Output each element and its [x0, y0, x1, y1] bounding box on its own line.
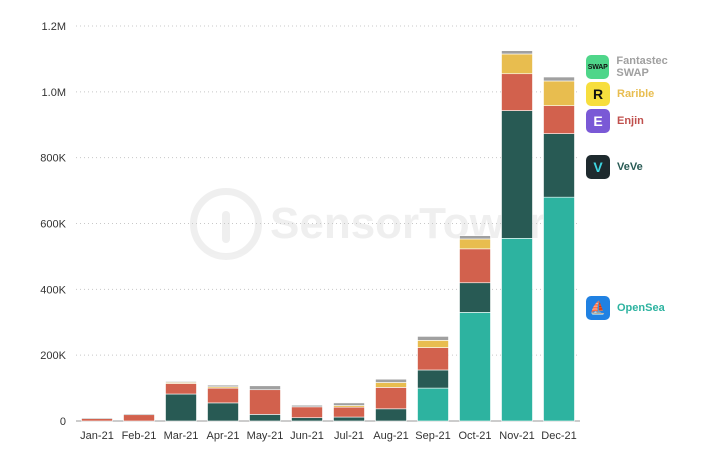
y-tick-label: 200K [40, 350, 66, 362]
bar-veve-sep-21 [417, 369, 449, 389]
x-tick-label: Mar-21 [164, 430, 199, 442]
bar-veve-aug-21 [375, 408, 407, 422]
bar-fantastec-swap-jan-21 [81, 417, 113, 420]
bar-fantastec-swap-jun-21 [291, 404, 323, 408]
bar-veve-nov-21 [501, 110, 533, 239]
bar-enjin-nov-21 [501, 73, 533, 111]
legend-item-veve[interactable]: V VeVe [586, 154, 643, 180]
x-tick-label: Jun-21 [290, 430, 324, 442]
bar-fantastec-swap-feb-21 [123, 413, 155, 416]
bar-rarible-sep-21 [417, 340, 449, 348]
bar-enjin-jul-21 [333, 406, 365, 418]
x-tick-label: Feb-21 [122, 430, 157, 442]
bar-enjin-aug-21 [375, 387, 407, 410]
bar-fantastec-swap-may-21 [249, 385, 281, 391]
x-tick-label: Aug-21 [373, 430, 408, 442]
bar-fantastec-swap-jul-21 [333, 402, 365, 406]
bar-opensea-oct-21 [459, 312, 491, 422]
x-tick-label: Sep-21 [415, 430, 450, 442]
x-tick-label: May-21 [247, 430, 284, 442]
y-tick-label: 1.2M [42, 21, 66, 33]
legend-label-rarible: Rarible [617, 88, 655, 100]
bar-fantastec-swap-mar-21 [165, 381, 197, 383]
bar-rarible-aug-21 [375, 382, 407, 388]
bar-veve-mar-21 [165, 393, 197, 422]
x-tick-label: Oct-21 [458, 430, 491, 442]
bar-enjin-dec-21 [543, 105, 575, 134]
bar-fantastec-swap-nov-21 [501, 50, 533, 55]
bar-enjin-mar-21 [165, 383, 197, 395]
bar-fantastec-swap-oct-21 [459, 235, 491, 240]
legend-item-enjin[interactable]: E Enjin [586, 108, 644, 134]
bar-fantastec-swap-dec-21 [543, 76, 575, 82]
bar-veve-oct-21 [459, 282, 491, 313]
bar-veve-jun-21 [291, 417, 323, 422]
legend-label-fantastec-swap: Fantastec SWAP [616, 55, 668, 79]
y-tick-label: 0 [60, 416, 66, 428]
x-tick-label: Nov-21 [499, 430, 534, 442]
legend-label-veve: VeVe [617, 161, 643, 173]
legend-label-enjin: Enjin [617, 115, 644, 127]
bar-rarible-nov-21 [501, 53, 533, 75]
bar-veve-apr-21 [207, 402, 239, 422]
y-tick-label: 1.0M [42, 87, 66, 99]
bar-veve-may-21 [249, 414, 281, 422]
y-tick-label: 600K [40, 219, 66, 231]
rarible-icon: R [586, 82, 610, 106]
legend-item-opensea[interactable]: ⛵ OpenSea [586, 295, 665, 321]
bar-rarible-dec-21 [543, 80, 575, 106]
legend-item-rarible[interactable]: R Rarible [586, 81, 654, 107]
bar-enjin-sep-21 [417, 347, 449, 371]
bar-rarible-oct-21 [459, 238, 491, 250]
y-tick-label: 800K [40, 153, 66, 165]
swap-icon: SWAP [586, 55, 610, 79]
veve-icon: V [586, 155, 610, 179]
x-tick-label: Jul-21 [334, 430, 364, 442]
bar-opensea-nov-21 [501, 238, 533, 422]
bar-fantastec-swap-apr-21 [207, 384, 239, 388]
x-tick-label: Apr-21 [206, 430, 239, 442]
x-tick-label: Jan-21 [80, 430, 114, 442]
bar-opensea-dec-21 [543, 196, 575, 422]
bar-opensea-sep-21 [417, 387, 449, 422]
bar-fantastec-swap-aug-21 [375, 378, 407, 383]
bar-fantastec-swap-sep-21 [417, 336, 449, 341]
y-tick-label: 400K [40, 284, 66, 296]
opensea-icon: ⛵ [586, 296, 610, 320]
bar-enjin-feb-21 [123, 414, 155, 422]
x-tick-label: Dec-21 [541, 430, 576, 442]
bar-enjin-oct-21 [459, 248, 491, 284]
bar-veve-jul-21 [333, 416, 365, 422]
enjin-icon: E [586, 109, 610, 133]
bar-veve-dec-21 [543, 133, 575, 198]
bar-enjin-jun-21 [291, 406, 323, 419]
bar-enjin-apr-21 [207, 387, 239, 404]
bar-enjin-may-21 [249, 389, 281, 415]
legend-item-fantastec-swap[interactable]: SWAP Fantastec SWAP [586, 54, 701, 80]
legend-label-opensea: OpenSea [617, 302, 665, 314]
